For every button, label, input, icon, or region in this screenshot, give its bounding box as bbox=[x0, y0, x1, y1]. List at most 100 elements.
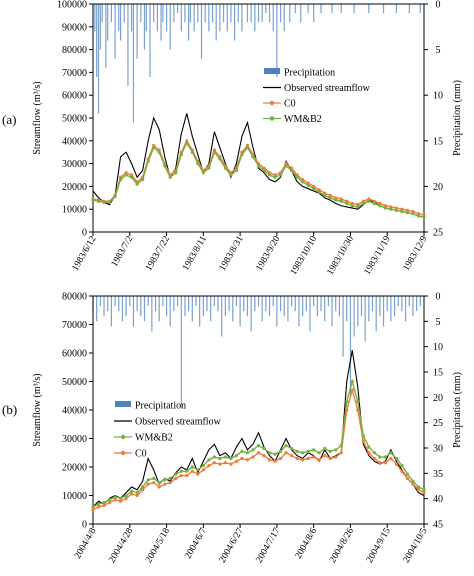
precipitation-bar bbox=[289, 4, 291, 23]
data-point bbox=[146, 478, 150, 482]
data-point bbox=[389, 207, 393, 211]
precipitation-bar bbox=[283, 296, 285, 317]
data-point bbox=[284, 164, 288, 168]
x-tick-label: 1983/7/2 bbox=[110, 234, 136, 268]
data-point bbox=[135, 493, 139, 498]
data-point bbox=[234, 459, 239, 463]
precipitation-bar bbox=[162, 296, 164, 307]
data-point bbox=[356, 205, 360, 209]
data-point bbox=[273, 173, 277, 177]
precipitation-bar bbox=[199, 296, 201, 327]
data-point bbox=[91, 198, 95, 202]
data-point bbox=[118, 177, 123, 182]
precipitation-bar bbox=[382, 296, 385, 327]
precipitation-bar bbox=[254, 4, 256, 32]
precipitation-bar bbox=[129, 296, 131, 307]
precipitation-bar bbox=[143, 4, 146, 50]
precipitation-bar bbox=[123, 4, 125, 23]
x-tick-label: 1983/7/22 bbox=[144, 234, 172, 273]
data-point bbox=[301, 451, 305, 455]
data-point bbox=[163, 164, 167, 168]
data-point bbox=[306, 181, 310, 185]
precipitation-bar bbox=[416, 296, 418, 312]
precipitation-bar bbox=[158, 296, 160, 322]
data-point bbox=[317, 190, 321, 194]
data-point bbox=[212, 455, 216, 459]
precipitation-bar bbox=[105, 4, 107, 68]
y2-tick-label: 15 bbox=[433, 136, 443, 147]
precipitation-bar bbox=[228, 296, 230, 312]
precipitation-bar bbox=[405, 296, 407, 322]
precipitation-bar bbox=[213, 296, 215, 307]
precipitation-bar bbox=[353, 4, 355, 14]
data-point bbox=[124, 493, 128, 498]
x-tick-label: 2004/8/6 bbox=[294, 526, 320, 560]
data-point bbox=[245, 458, 250, 462]
data-point bbox=[96, 502, 101, 506]
precipitation-bar bbox=[173, 4, 175, 23]
precipitation-bar bbox=[307, 4, 309, 14]
precipitation-bar bbox=[107, 4, 109, 41]
precipitation-bar bbox=[224, 296, 226, 317]
precipitation-bar bbox=[268, 4, 271, 23]
precipitation-bar bbox=[291, 296, 293, 307]
data-point bbox=[317, 188, 321, 192]
data-point bbox=[113, 495, 117, 499]
data-point bbox=[295, 175, 299, 179]
y2-tick-label: 10 bbox=[433, 342, 443, 353]
data-point bbox=[301, 458, 305, 462]
data-point bbox=[400, 207, 404, 211]
precipitation-bar bbox=[132, 4, 135, 123]
data-point bbox=[422, 491, 426, 495]
data-point bbox=[383, 461, 387, 465]
data-point bbox=[416, 212, 421, 216]
precipitation-bar bbox=[371, 296, 374, 312]
data-point bbox=[130, 489, 134, 493]
data-point bbox=[124, 496, 128, 500]
data-point bbox=[383, 204, 387, 208]
precipitation-bar bbox=[176, 4, 179, 14]
data-point bbox=[361, 201, 365, 206]
x-tick-label: 1983/8/31 bbox=[218, 234, 246, 273]
precipitation-bar bbox=[169, 296, 171, 327]
precipitation-bar bbox=[221, 296, 223, 337]
precipitation-bar bbox=[294, 296, 296, 312]
data-point bbox=[107, 200, 112, 204]
data-point bbox=[312, 187, 316, 191]
legend-swatch-marker bbox=[269, 116, 275, 121]
data-point bbox=[267, 173, 272, 177]
data-point bbox=[394, 208, 399, 212]
precipitation-bar bbox=[143, 296, 146, 322]
data-point bbox=[190, 150, 194, 154]
y2-axis-title: Precipitation (mm) bbox=[452, 80, 463, 156]
data-point bbox=[339, 199, 343, 203]
data-point bbox=[306, 456, 310, 461]
precipitation-bar bbox=[276, 4, 278, 77]
y-tick-label: 60000 bbox=[62, 349, 87, 360]
data-point bbox=[350, 379, 354, 384]
data-point bbox=[273, 459, 277, 463]
precipitation-bar bbox=[233, 4, 236, 41]
data-point bbox=[124, 171, 128, 175]
precipitation-bar bbox=[342, 296, 344, 357]
data-point bbox=[405, 211, 410, 215]
data-point bbox=[278, 456, 283, 461]
x-tick-label: 1983/8/11 bbox=[181, 234, 209, 272]
precipitation-bar bbox=[324, 296, 326, 322]
data-point bbox=[240, 449, 244, 453]
data-point bbox=[278, 449, 283, 453]
panel-a: 0 10000 20000 30000 40000 50000 60000 70000 8000… bbox=[2, 0, 463, 277]
panel-label: (b) bbox=[2, 402, 17, 417]
precipitation-bar bbox=[239, 296, 241, 327]
x-tick-label: 1983/10/30 bbox=[326, 234, 356, 277]
data-point bbox=[201, 171, 205, 175]
precipitation-bar bbox=[184, 4, 186, 23]
data-point bbox=[383, 206, 387, 210]
data-point bbox=[389, 451, 393, 455]
precipitation-bar bbox=[215, 4, 217, 41]
data-point bbox=[416, 214, 421, 218]
data-point bbox=[157, 485, 161, 489]
data-point bbox=[416, 485, 421, 489]
y-tick-label: 0 bbox=[82, 228, 87, 239]
